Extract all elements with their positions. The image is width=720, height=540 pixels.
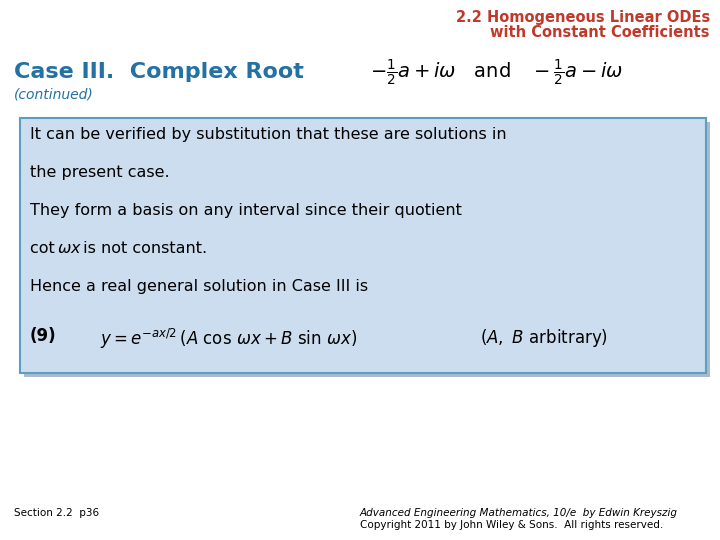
Bar (24, 122, 710, 377)
Text: the present case.: the present case. (30, 165, 170, 180)
Text: Section 2.2  p36: Section 2.2 p36 (14, 508, 99, 518)
Text: $(A,\ B\ \mathrm{arbitrary})$: $(A,\ B\ \mathrm{arbitrary})$ (480, 327, 608, 349)
Text: Advanced Engineering Mathematics, 10/e  by Edwin Kreyszig: Advanced Engineering Mathematics, 10/e b… (360, 508, 678, 518)
Text: $\omega x$: $\omega x$ (57, 241, 82, 256)
Bar (20, 118, 706, 373)
Text: Case III.  Complex Root: Case III. Complex Root (14, 62, 304, 82)
Text: It can be verified by substitution that these are solutions in: It can be verified by substitution that … (30, 127, 507, 142)
Text: is not constant.: is not constant. (78, 241, 207, 256)
Text: cot: cot (30, 241, 60, 256)
Text: (9): (9) (30, 327, 57, 345)
Text: $-\frac{1}{2}a+i\omega\ \ $ and $\ \ -\frac{1}{2}a-i\omega$: $-\frac{1}{2}a+i\omega\ \ $ and $\ \ -\f… (370, 58, 624, 88)
Text: Copyright 2011 by John Wiley & Sons.  All rights reserved.: Copyright 2011 by John Wiley & Sons. All… (360, 520, 663, 530)
Text: (continued): (continued) (14, 88, 94, 102)
Text: Hence a real general solution in Case III is: Hence a real general solution in Case II… (30, 279, 368, 294)
Text: They form a basis on any interval since their quotient: They form a basis on any interval since … (30, 203, 462, 218)
Text: 2.2 Homogeneous Linear ODEs: 2.2 Homogeneous Linear ODEs (456, 10, 710, 25)
Text: with Constant Coefficients: with Constant Coefficients (490, 25, 710, 40)
Text: $y = e^{-ax/2}\,(A\ \cos\,\omega x + B\ \sin\,\omega x)$: $y = e^{-ax/2}\,(A\ \cos\,\omega x + B\ … (100, 327, 357, 351)
